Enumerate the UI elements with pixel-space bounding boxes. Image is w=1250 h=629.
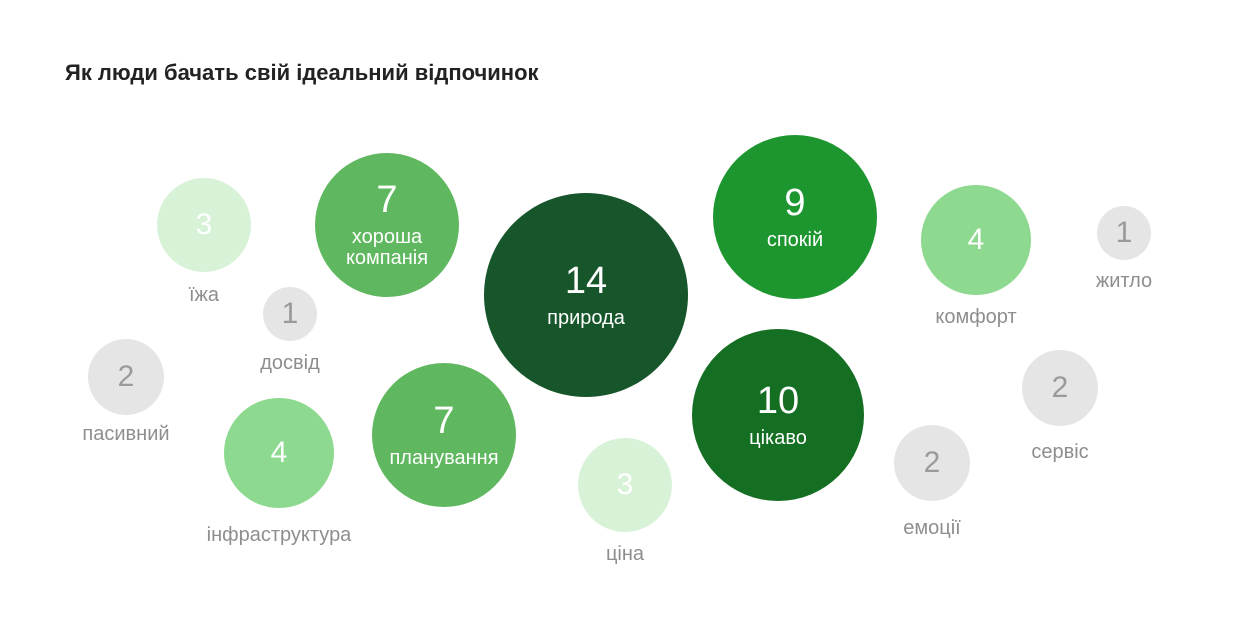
bubble-value: 7	[376, 179, 398, 221]
bubble-value: 7	[433, 399, 455, 442]
bubble-label-їжа: їжа	[188, 284, 220, 306]
bubble-value: 2	[1051, 371, 1069, 404]
bubble-value: 1	[1115, 216, 1133, 249]
bubble-label-комфорт: комфорт	[935, 306, 1017, 328]
bubble-label-інфраструктура: інфраструктура	[206, 524, 352, 546]
bubble-пасивний: 2	[88, 339, 164, 415]
bubble-label-ціна: ціна	[605, 543, 645, 565]
bubble-сервіс: 2	[1022, 350, 1098, 426]
bubble-value: 14	[564, 259, 608, 302]
bubble-value: 3	[195, 208, 213, 241]
bubble-label-досвід: досвід	[260, 352, 320, 374]
bubble-природа: 14 природа	[484, 193, 688, 397]
bubble-комфорт: 4	[921, 185, 1031, 295]
bubble-value: 2	[117, 360, 135, 393]
bubble-value: 3	[616, 468, 634, 501]
bubble-їжа: 3	[157, 178, 251, 272]
bubble-інфраструктура: 4	[224, 398, 334, 508]
bubble-хороша-компанія: 7 хороша компанія	[315, 153, 459, 297]
bubble-label: природа	[547, 306, 625, 329]
bubble-label: цікаво	[749, 426, 807, 449]
bubble-value: 9	[784, 181, 806, 224]
bubble-ціна: 3	[578, 438, 672, 532]
bubble-досвід: 1	[263, 287, 317, 341]
bubble-емоції: 2	[894, 425, 970, 501]
chart-title: Як люди бачать свій ідеальний відпочинок	[65, 60, 539, 85]
bubble-житло: 1	[1097, 206, 1151, 260]
bubble-value: 10	[756, 379, 800, 422]
bubble-label-сервіс: сервіс	[1031, 441, 1089, 463]
bubble-label-емоції: емоції	[903, 517, 961, 539]
bubble-label: спокій	[766, 228, 824, 251]
bubble-label-житло: житло	[1095, 270, 1153, 292]
bubble-планування: 7 планування	[372, 363, 516, 507]
bubble-value: 2	[923, 446, 941, 479]
bubble-label: хороша компанія	[345, 226, 429, 269]
bubble-value: 4	[967, 223, 985, 256]
bubble-label: планування	[389, 446, 499, 469]
bubble-label-пасивний: пасивний	[82, 423, 170, 445]
bubble-value: 1	[281, 297, 299, 330]
bubble-value: 4	[270, 436, 288, 469]
bubble-цікаво: 10 цікаво	[692, 329, 864, 501]
bubble-спокій: 9 спокій	[713, 135, 877, 299]
